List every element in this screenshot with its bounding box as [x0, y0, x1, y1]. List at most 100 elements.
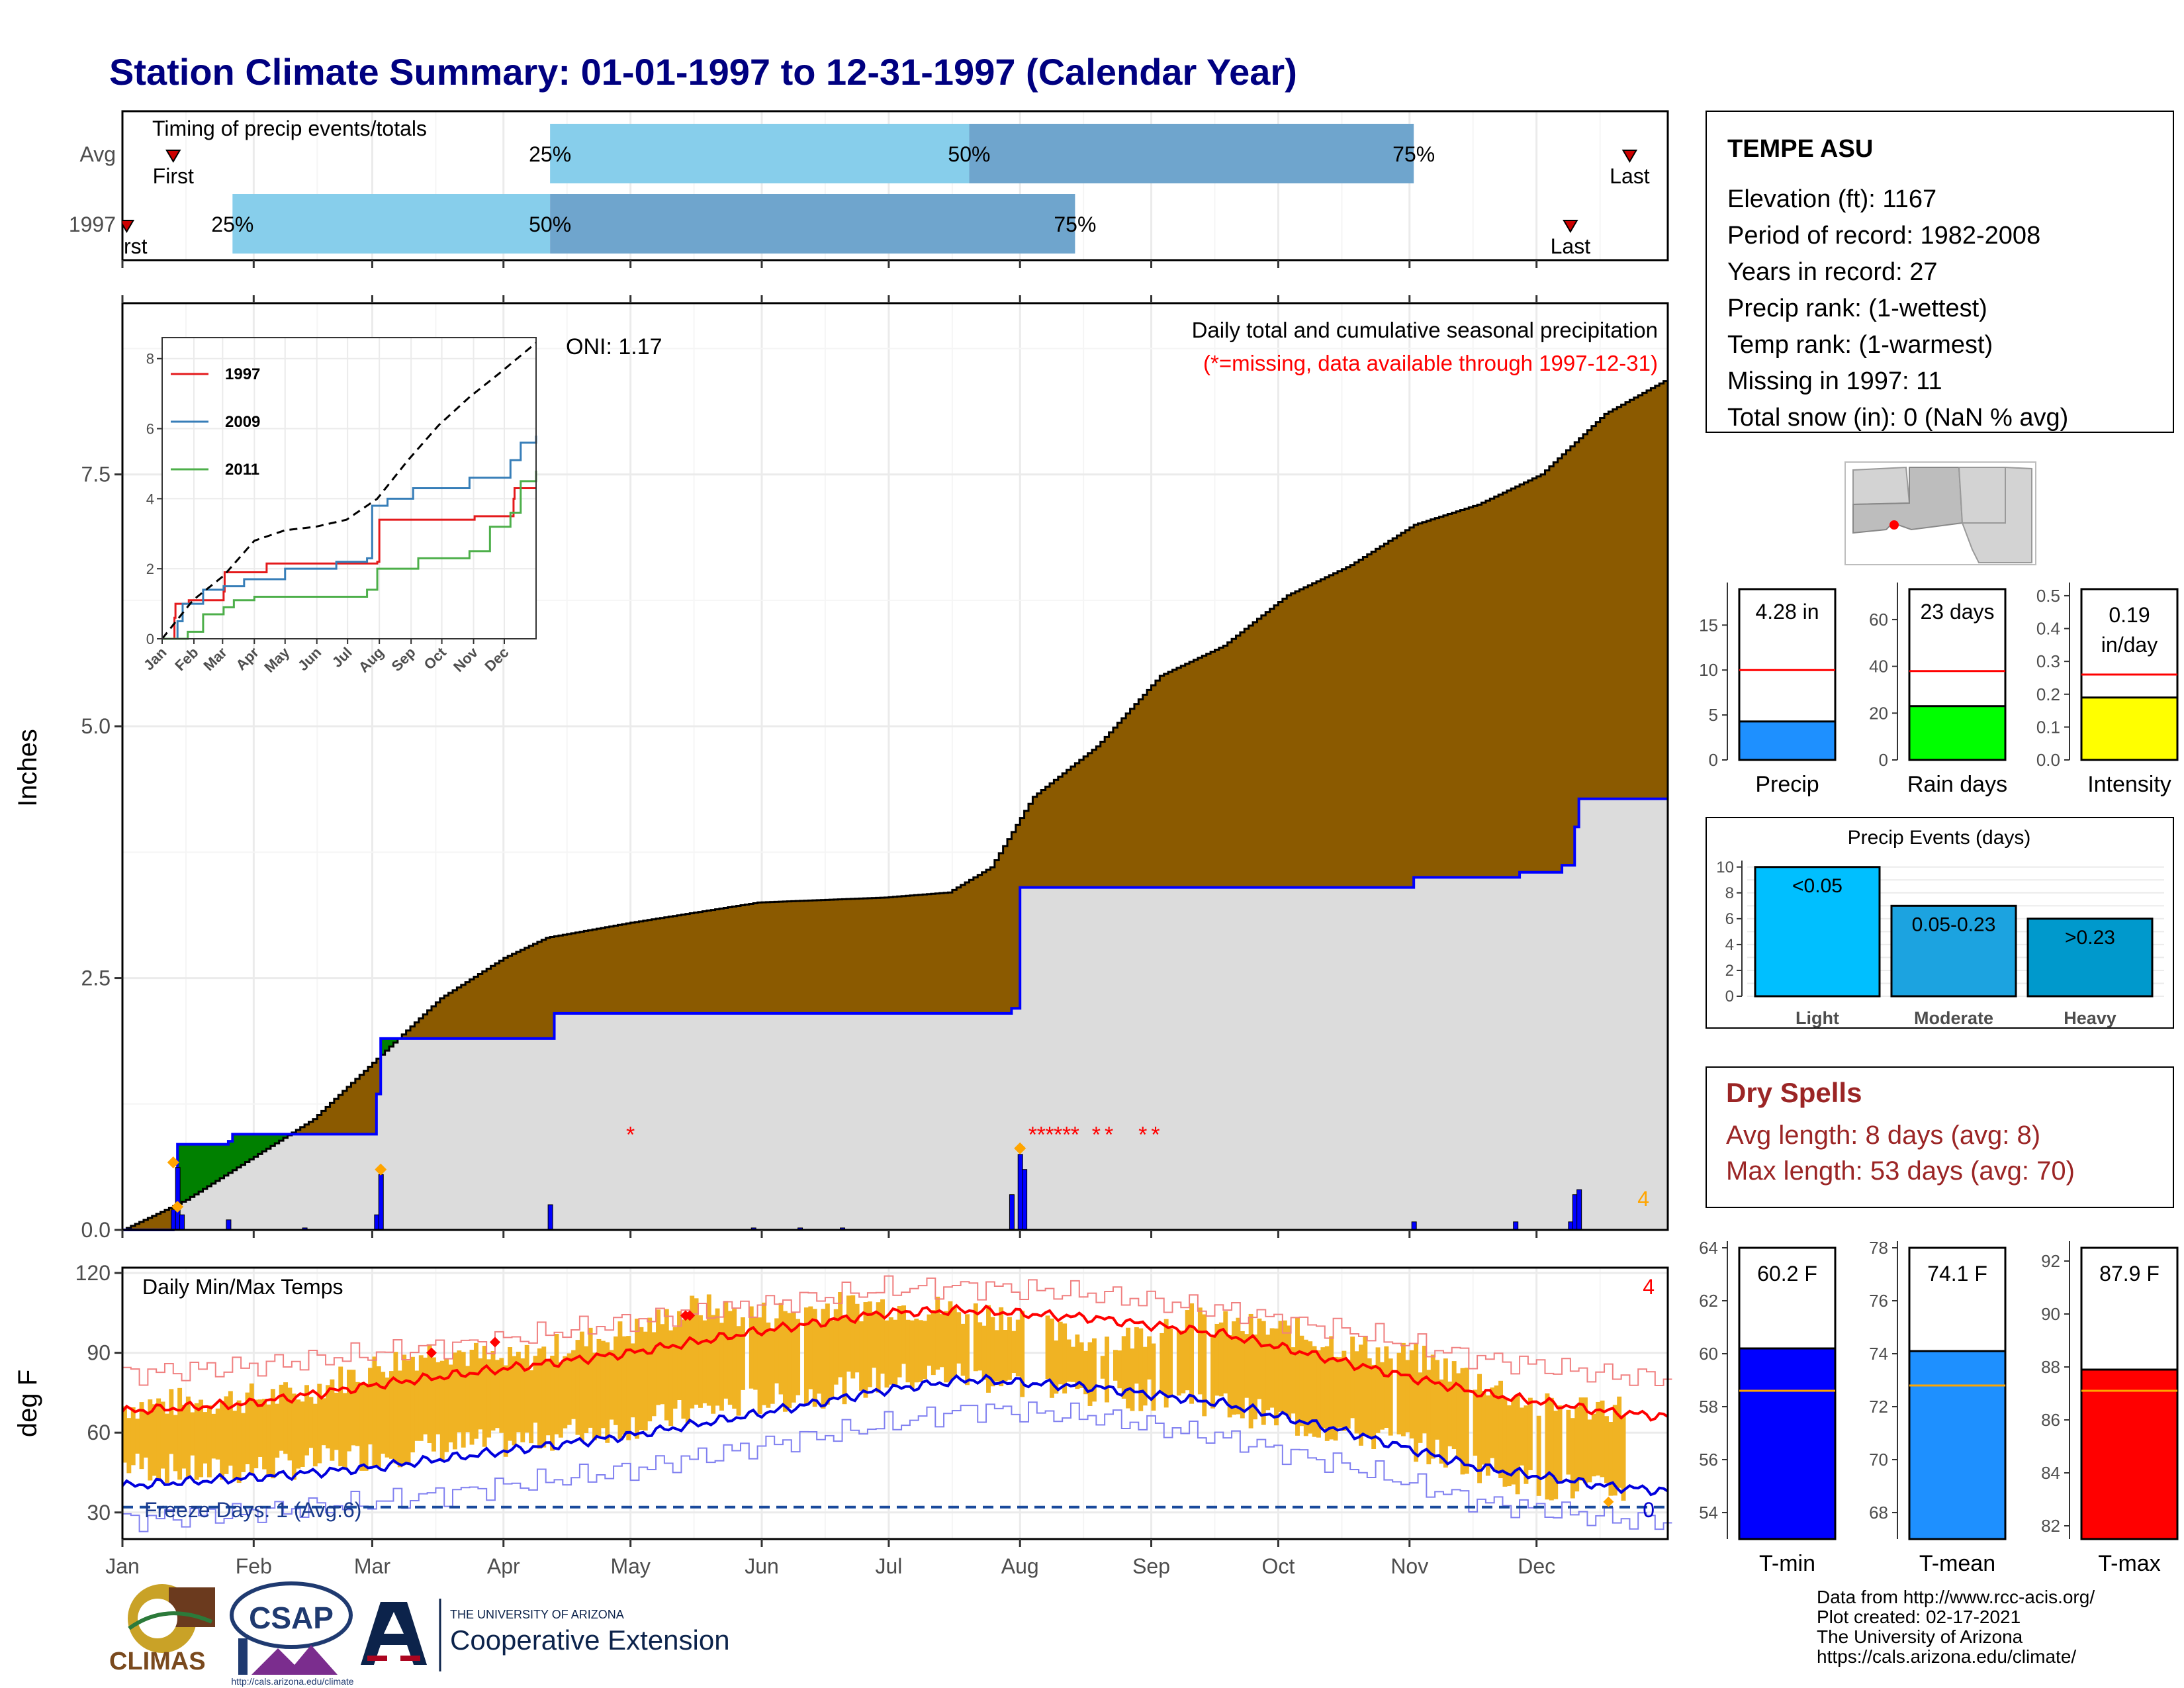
- daily-temp-bar: [529, 1370, 534, 1444]
- daily-temp-bar: [143, 1411, 148, 1458]
- month-label: Feb: [236, 1554, 272, 1578]
- last-event-marker: [1621, 150, 1638, 163]
- daily-temp-bar: [1185, 1310, 1190, 1391]
- daily-temp-bar: [524, 1344, 529, 1433]
- daily-temp-bar: [1400, 1342, 1406, 1436]
- record-max-line: [122, 1275, 1672, 1387]
- station-location-dot: [1889, 520, 1899, 530]
- daily-temp-bar: [232, 1411, 238, 1479]
- daily-temp-bar: [736, 1326, 741, 1416]
- footer-credit-line: The University of Arizona: [1817, 1626, 2023, 1647]
- event-range-label: <0.05: [1792, 875, 1843, 897]
- y-tick-label: 2.5: [81, 966, 111, 990]
- summary-y-tick-label: 10: [1699, 660, 1718, 680]
- dry-spells-max: Max length: 53 days (avg: 70): [1726, 1156, 2075, 1186]
- daily-temp-bar: [1451, 1361, 1457, 1450]
- daily-temp-bar: [833, 1309, 839, 1385]
- daily-temp-bar: [211, 1413, 216, 1459]
- daily-temp-bar: [228, 1391, 233, 1466]
- inset-legend-label: 2009: [225, 413, 260, 431]
- daily-temp-bar: [169, 1389, 174, 1454]
- daily-temp-bar: [1506, 1405, 1512, 1487]
- inset-y-tick-label: 6: [146, 421, 154, 438]
- summary-value-label: in/day: [2101, 633, 2158, 657]
- daily-temp-bar: [283, 1382, 288, 1454]
- daily-temp-bar: [685, 1316, 690, 1425]
- daily-temp-bar: [516, 1351, 521, 1432]
- daily-temp-bar: [1117, 1350, 1122, 1389]
- daily-temp-bar: [148, 1399, 153, 1481]
- events-y-tick-label: 2: [1725, 962, 1734, 980]
- daily-temp-bar: [656, 1309, 660, 1405]
- missing-day-marker: *: [1151, 1122, 1160, 1147]
- daily-temp-bar: [796, 1319, 801, 1395]
- daily-temp-bar: [139, 1402, 144, 1470]
- daily-temp-bar: [757, 1317, 762, 1414]
- daily-precip-bar: [1411, 1221, 1417, 1231]
- daily-temp-bar: [927, 1314, 932, 1366]
- daily-precip-bar: [1576, 1189, 1582, 1231]
- daily-temp-bar: [482, 1346, 487, 1447]
- temp-summary-y-tick-label: 76: [1869, 1291, 1888, 1311]
- daily-temp-bar: [1363, 1336, 1368, 1434]
- daily-temp-bar: [825, 1303, 830, 1405]
- daily-temp-bar: [1168, 1329, 1173, 1397]
- daily-temp-bar: [1566, 1409, 1571, 1475]
- daily-temp-bar: [287, 1387, 293, 1461]
- timing-pct-label: 25%: [211, 212, 253, 236]
- daily-temp-bar: [1418, 1372, 1423, 1443]
- daily-temp-bar: [817, 1324, 822, 1394]
- temp-summary-y-tick-label: 64: [1699, 1238, 1718, 1258]
- daily-temp-bar: [448, 1364, 453, 1442]
- daily-temp-bar: [1147, 1336, 1152, 1380]
- inset-series-1997: [162, 487, 536, 640]
- daily-temp-bar: [160, 1401, 165, 1469]
- daily-temp-bar: [1583, 1397, 1588, 1483]
- daily-temp-bar: [965, 1314, 970, 1385]
- temp-summary-y-tick-label: 84: [2041, 1463, 2060, 1483]
- daily-temp-bar: [893, 1319, 898, 1387]
- precip-events-box: Precip Events (days) 0 2 4 6 8 10 <0.05 Light 0.…: [1706, 817, 2174, 1029]
- daily-temp-bar: [537, 1348, 542, 1449]
- daily-temp-bar: [1456, 1373, 1461, 1460]
- university-arizona-logo: THE UNIVERSITY OF ARIZONA Cooperative Ex…: [361, 1599, 730, 1671]
- daily-temp-bar: [156, 1398, 161, 1479]
- station-detail: Period of record: 1982-2008: [1727, 222, 2040, 250]
- summary-y-tick-label: 15: [1699, 615, 1718, 635]
- station-detail: Precip rank: (1-wettest): [1727, 295, 1987, 322]
- temp-summary-y-tick-label: 90: [2041, 1304, 2060, 1324]
- daily-temp-bar: [1134, 1327, 1139, 1384]
- temp-summary-y-tick-label: 92: [2041, 1251, 2060, 1271]
- daily-temp-bar: [126, 1418, 132, 1474]
- temp-summary-value-label: 60.2 F: [1757, 1262, 1817, 1286]
- summary-y-tick-label: 5: [1709, 705, 1718, 725]
- daily-temp-bar: [677, 1311, 682, 1401]
- month-label: Jun: [745, 1554, 779, 1578]
- events-title: Precip Events (days): [1848, 827, 2031, 849]
- daily-temp-bar: [432, 1357, 436, 1452]
- events-y-tick-label: 0: [1725, 988, 1734, 1006]
- daily-temp-bar: [1062, 1323, 1068, 1394]
- daily-temp-bar: [473, 1342, 478, 1439]
- timing-title: Timing of precip events/totals: [152, 117, 427, 140]
- daily-temp-bar: [1163, 1319, 1169, 1408]
- events-y-tick-label: 8: [1725, 884, 1734, 902]
- daily-temp-bar: [626, 1336, 631, 1440]
- daily-temp-bar: [880, 1299, 886, 1374]
- daily-temp-bar: [1303, 1339, 1308, 1436]
- last-event-marker: [1563, 220, 1578, 233]
- daily-temp-bar: [732, 1309, 737, 1409]
- temp-summary-value-label: 87.9 F: [2099, 1262, 2160, 1286]
- record-high-marker: [426, 1347, 437, 1358]
- timing-panel: Timing of precip events/totals Avg 25% 50%…: [69, 110, 1669, 268]
- daily-temp-bar: [715, 1308, 720, 1406]
- temp-summary-label: T-max: [2098, 1551, 2160, 1576]
- daily-temp-bar: [668, 1330, 674, 1427]
- daily-temp-bar: [944, 1311, 948, 1383]
- daily-temp-bar: [1494, 1385, 1499, 1472]
- daily-temp-bar: [545, 1360, 551, 1436]
- summary-bar-intensity: [2080, 696, 2179, 761]
- daily-precip-bar: [226, 1219, 232, 1231]
- daily-temp-bar: [1079, 1342, 1084, 1388]
- daily-temp-bar: [363, 1383, 369, 1471]
